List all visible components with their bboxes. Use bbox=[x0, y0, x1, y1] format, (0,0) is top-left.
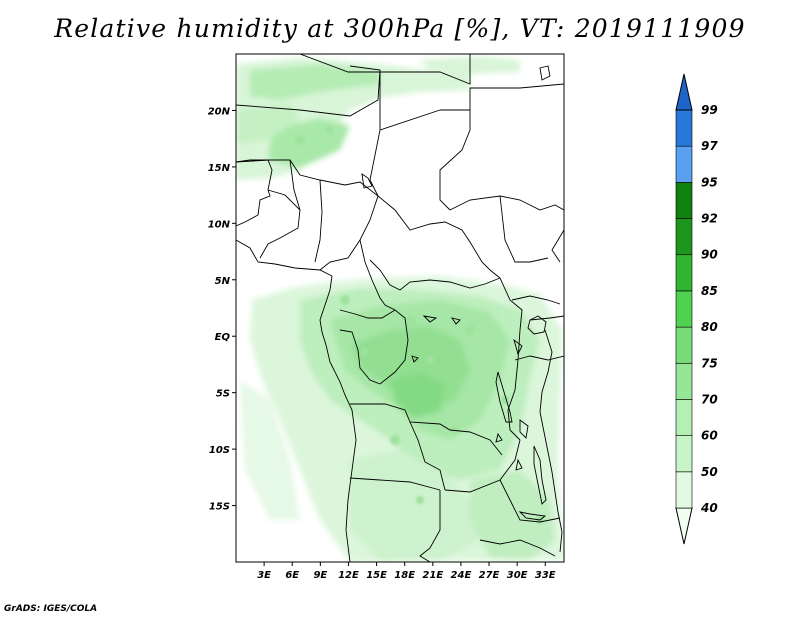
colorbar-swatch bbox=[675, 362, 693, 400]
lat-tick-label: 5N bbox=[215, 276, 231, 287]
lon-tick-label: 27E bbox=[479, 570, 500, 581]
lon-tick-label: 6E bbox=[285, 570, 299, 581]
colorbar-swatch bbox=[675, 145, 693, 183]
colorbar-label: 40 bbox=[700, 501, 718, 515]
lat-tick-label: 10N bbox=[208, 219, 231, 230]
lat-tick-label: 20N bbox=[208, 106, 231, 117]
lon-tick-label: 12E bbox=[338, 570, 359, 581]
lon-tick-label: 24E bbox=[451, 570, 472, 581]
lon-tick-label: 9E bbox=[313, 570, 327, 581]
colorbar-label: 70 bbox=[701, 392, 718, 406]
lat-tick-label: 5S bbox=[216, 389, 230, 400]
colorbar-label: 75 bbox=[701, 356, 718, 370]
colorbar-label: 99 bbox=[701, 103, 718, 117]
longitude-axis: 3E 6E 9E 12E 15E 18E 21E 24E 27E 30E 33E bbox=[257, 562, 556, 581]
colorbar-swatch bbox=[675, 326, 693, 364]
colorbar-label: 60 bbox=[701, 429, 718, 443]
colorbar-label: 97 bbox=[701, 139, 718, 153]
lat-tick-label: 15S bbox=[209, 502, 230, 513]
latitude-axis: 20N 15N 10N 5N EQ 5S 10S 15S bbox=[208, 106, 236, 513]
colorbar-swatch bbox=[675, 109, 693, 147]
lon-tick-label: 18E bbox=[394, 570, 415, 581]
lon-tick-label: 3E bbox=[257, 570, 271, 581]
humidity-field bbox=[236, 56, 564, 562]
lat-tick-label: EQ bbox=[215, 332, 231, 343]
colorbar-max-triangle bbox=[675, 73, 693, 111]
map-frame bbox=[235, 53, 565, 563]
colorbar-min-triangle bbox=[675, 507, 693, 545]
grads-credit: GrADS: IGES/COLA bbox=[4, 604, 98, 614]
country-borders bbox=[236, 54, 564, 562]
map-title: Relative humidity at 300hPa [%], VT: 201… bbox=[54, 14, 746, 43]
colorbar-swatch bbox=[675, 254, 693, 292]
colorbar-swatch bbox=[675, 435, 693, 473]
colorbar-label: 90 bbox=[701, 248, 718, 262]
colorbar-swatch bbox=[675, 218, 693, 256]
lat-tick-label: 10S bbox=[209, 445, 230, 456]
colorbar-label: 92 bbox=[701, 212, 718, 226]
colorbar-swatch bbox=[675, 182, 693, 219]
colorbar-label: 50 bbox=[701, 465, 718, 479]
colorbar-swatch bbox=[675, 399, 693, 436]
colorbar-label: 95 bbox=[701, 175, 718, 189]
colorbar-swatch bbox=[675, 290, 693, 328]
colorbar-swatch bbox=[675, 471, 693, 509]
lat-tick-label: 15N bbox=[208, 163, 231, 174]
colorbar: 40 50 60 70 75 80 85 90 92 95 97 99 bbox=[675, 73, 718, 545]
lon-tick-label: 30E bbox=[507, 570, 528, 581]
lon-tick-label: 21E bbox=[422, 570, 443, 581]
lon-tick-label: 15E bbox=[366, 570, 387, 581]
colorbar-label: 85 bbox=[701, 284, 718, 298]
lon-tick-label: 33E bbox=[535, 570, 556, 581]
colorbar-label: 80 bbox=[701, 320, 718, 334]
